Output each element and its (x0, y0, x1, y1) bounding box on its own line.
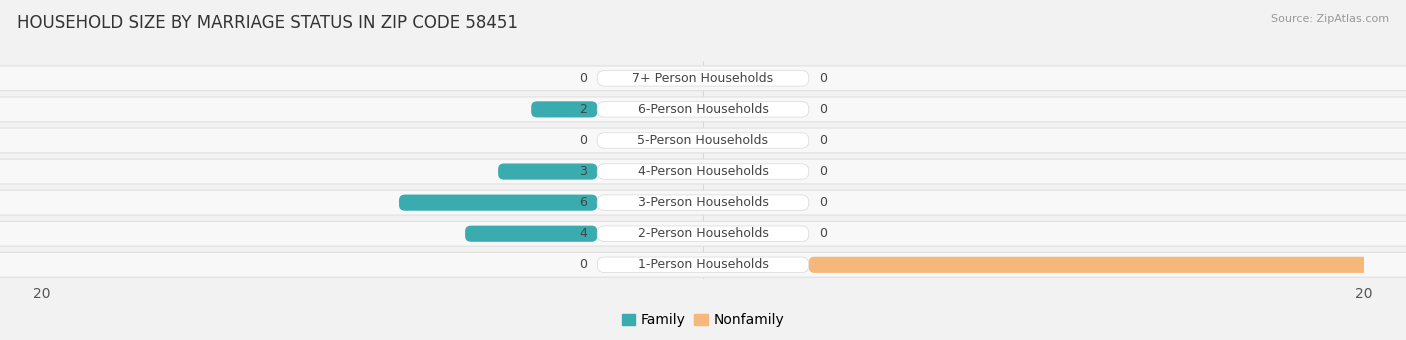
Text: 6-Person Households: 6-Person Households (637, 103, 769, 116)
Text: 3: 3 (579, 165, 588, 178)
FancyBboxPatch shape (465, 226, 598, 242)
Text: 0: 0 (818, 134, 827, 147)
Text: 0: 0 (579, 134, 588, 147)
Text: 3-Person Households: 3-Person Households (637, 196, 769, 209)
FancyBboxPatch shape (598, 257, 808, 273)
FancyBboxPatch shape (0, 190, 1406, 215)
Text: 0: 0 (818, 103, 827, 116)
Text: 0: 0 (579, 72, 588, 85)
Text: 0: 0 (818, 72, 827, 85)
Text: 0: 0 (579, 258, 588, 271)
Text: 2-Person Households: 2-Person Households (637, 227, 769, 240)
FancyBboxPatch shape (0, 66, 1406, 91)
Text: 2: 2 (579, 103, 588, 116)
FancyBboxPatch shape (808, 257, 1406, 273)
FancyBboxPatch shape (0, 252, 1406, 277)
FancyBboxPatch shape (0, 159, 1406, 184)
FancyBboxPatch shape (598, 164, 808, 179)
Text: Source: ZipAtlas.com: Source: ZipAtlas.com (1271, 14, 1389, 23)
FancyBboxPatch shape (598, 226, 808, 241)
FancyBboxPatch shape (531, 101, 598, 117)
FancyBboxPatch shape (598, 195, 808, 210)
FancyBboxPatch shape (598, 102, 808, 117)
Text: 5-Person Households: 5-Person Households (637, 134, 769, 147)
Text: 4: 4 (579, 227, 588, 240)
FancyBboxPatch shape (598, 70, 808, 86)
FancyBboxPatch shape (399, 194, 598, 211)
Text: HOUSEHOLD SIZE BY MARRIAGE STATUS IN ZIP CODE 58451: HOUSEHOLD SIZE BY MARRIAGE STATUS IN ZIP… (17, 14, 517, 32)
Text: 0: 0 (818, 227, 827, 240)
FancyBboxPatch shape (598, 133, 808, 148)
Text: 6: 6 (579, 196, 588, 209)
FancyBboxPatch shape (498, 164, 598, 180)
Text: 4-Person Households: 4-Person Households (637, 165, 769, 178)
FancyBboxPatch shape (0, 97, 1406, 122)
FancyBboxPatch shape (0, 221, 1406, 246)
Text: 7+ Person Households: 7+ Person Households (633, 72, 773, 85)
Text: 0: 0 (818, 196, 827, 209)
Text: 0: 0 (818, 165, 827, 178)
Text: 1-Person Households: 1-Person Households (637, 258, 769, 271)
Legend: Family, Nonfamily: Family, Nonfamily (616, 308, 790, 333)
FancyBboxPatch shape (0, 128, 1406, 153)
